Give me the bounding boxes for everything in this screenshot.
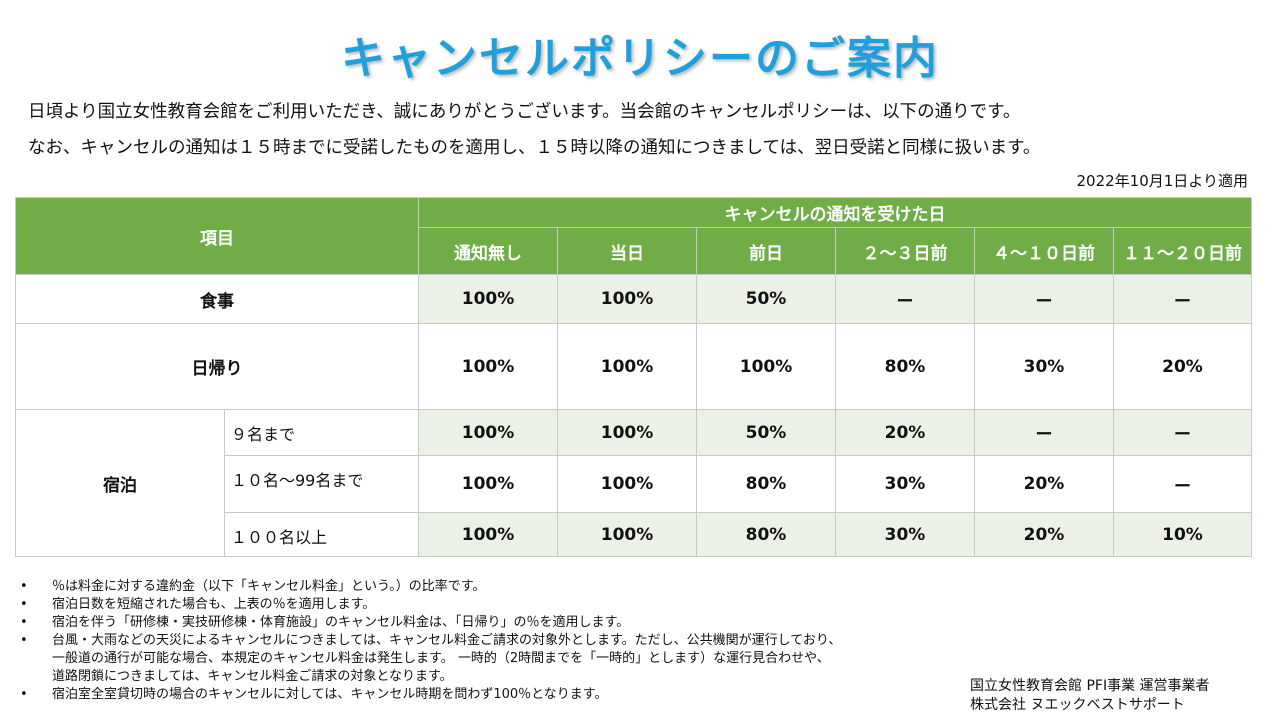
table-cell: 20% <box>835 409 975 456</box>
column-header: ２～３日前 <box>835 227 975 275</box>
table-cell: 80% <box>696 455 836 513</box>
column-header: 前日 <box>696 227 836 275</box>
table-cell: 30% <box>974 323 1114 410</box>
table-cell: 20% <box>974 455 1114 513</box>
table-cell: 100% <box>418 455 558 513</box>
table-row-daytrip: 日帰り 100% 100% 100% 80% 30% 20% <box>15 323 1252 410</box>
column-header: 通知無し <box>418 227 558 275</box>
item-header: 項目 <box>15 197 419 275</box>
table-cell: 50% <box>696 409 836 456</box>
table-cell: 30% <box>835 455 975 513</box>
row-label-meal: 食事 <box>15 274 419 324</box>
table-cell: 20% <box>974 512 1114 557</box>
table-row-stay-3: １００名以上 100% 100% 80% 30% 20% 10% <box>16 512 1252 557</box>
table-cell: 100% <box>418 512 558 557</box>
table-cell: 10% <box>1113 512 1252 557</box>
table-cell: 100% <box>557 323 697 410</box>
notice-group-header: キャンセルの通知を受けた日 <box>418 197 1252 228</box>
cancellation-policy-table: 項目 キャンセルの通知を受けた日 通知無し 当日 前日 ２～３日前 ４～１０日前… <box>15 197 1252 557</box>
sub-label: ９名まで <box>224 409 419 456</box>
note-item: 宿泊を伴う「研修棟・実技研修棟・体育施設」のキャンセル料金は、「日帰り」の％を適… <box>20 614 841 632</box>
table-cell: 30% <box>835 512 975 557</box>
column-header: １１～２０日前 <box>1113 227 1252 275</box>
table-cell: 100% <box>418 274 558 324</box>
table-cell: 100% <box>557 455 697 513</box>
column-header: 当日 <box>557 227 697 275</box>
operator-line-2: 株式会社 ヌエックベストサポート <box>970 697 1185 713</box>
table-row-meal: 食事 100% 100% 50% ー ー ー <box>15 274 1252 324</box>
table-cell: 100% <box>557 409 697 456</box>
note-item: ％は料金に対する違約金（以下「キャンセル料金」という。）の比率です。 <box>20 578 841 596</box>
note-item: 宿泊日数を短縮された場合も、上表の％を適用します。 <box>20 596 841 614</box>
operator-line-1: 国立女性教育会館 PFI事業 運営事業者 <box>970 678 1210 694</box>
table-row-stay-2: １０名～99名まで 100% 100% 80% 30% 20% ー <box>16 455 1252 513</box>
table-cell: ー <box>835 274 975 324</box>
table-row-stay-1: 宿泊 ９名まで 100% 100% 50% 20% ー ー <box>15 409 1252 557</box>
table-cell: 100% <box>557 274 697 324</box>
table-cell: 100% <box>418 409 558 456</box>
table-cell: ー <box>1113 274 1252 324</box>
table-cell: 100% <box>696 323 836 410</box>
table-cell: ー <box>974 409 1114 456</box>
table-cell: 80% <box>696 512 836 557</box>
sub-label: １００名以上 <box>224 512 419 557</box>
row-label-stay: 宿泊 <box>15 409 225 557</box>
notes-list: ％は料金に対する違約金（以下「キャンセル料金」という。）の比率です。 宿泊日数を… <box>20 578 841 704</box>
table-cell: 50% <box>696 274 836 324</box>
intro-line-1: 日頃より国立女性教育会館をご利用いただき、誠にありがとうございます。当会館のキャ… <box>28 102 1021 122</box>
note-item: 台風・大雨などの天災によるキャンセルにつきましては、キャンセル料金ご請求の対象外… <box>20 632 841 650</box>
effective-date: 2022年10月1日より適用 <box>1076 172 1248 190</box>
column-header: ４～１０日前 <box>974 227 1114 275</box>
operator-credit: 国立女性教育会館 PFI事業 運営事業者 株式会社 ヌエックベストサポート <box>970 677 1210 715</box>
note-continuation: 道路閉鎖につきましては、キャンセル料金ご請求の対象となります。 <box>52 669 453 684</box>
page-title: キャンセルポリシーのご案内 <box>341 33 939 84</box>
table-cell: 100% <box>418 323 558 410</box>
table-cell: ー <box>974 274 1114 324</box>
table-cell: 100% <box>557 512 697 557</box>
note-continuation: 一般道の通行が可能な場合、本規定のキャンセル料金は発生します。 一時的（2時間ま… <box>52 651 830 666</box>
table-cell: 80% <box>835 323 975 410</box>
table-cell: ー <box>1113 455 1252 513</box>
intro-line-2: なお、キャンセルの通知は１５時までに受諾したものを適用し、１５時以降の通知につき… <box>28 138 1041 158</box>
table-cell: ー <box>1113 409 1252 456</box>
table-cell: 20% <box>1113 323 1252 410</box>
note-item: 宿泊室全室貸切時の場合のキャンセルに対しては、キャンセル時期を問わず100％とな… <box>20 686 841 704</box>
sub-label: １０名～99名まで <box>224 455 419 513</box>
row-label-daytrip: 日帰り <box>15 323 419 410</box>
